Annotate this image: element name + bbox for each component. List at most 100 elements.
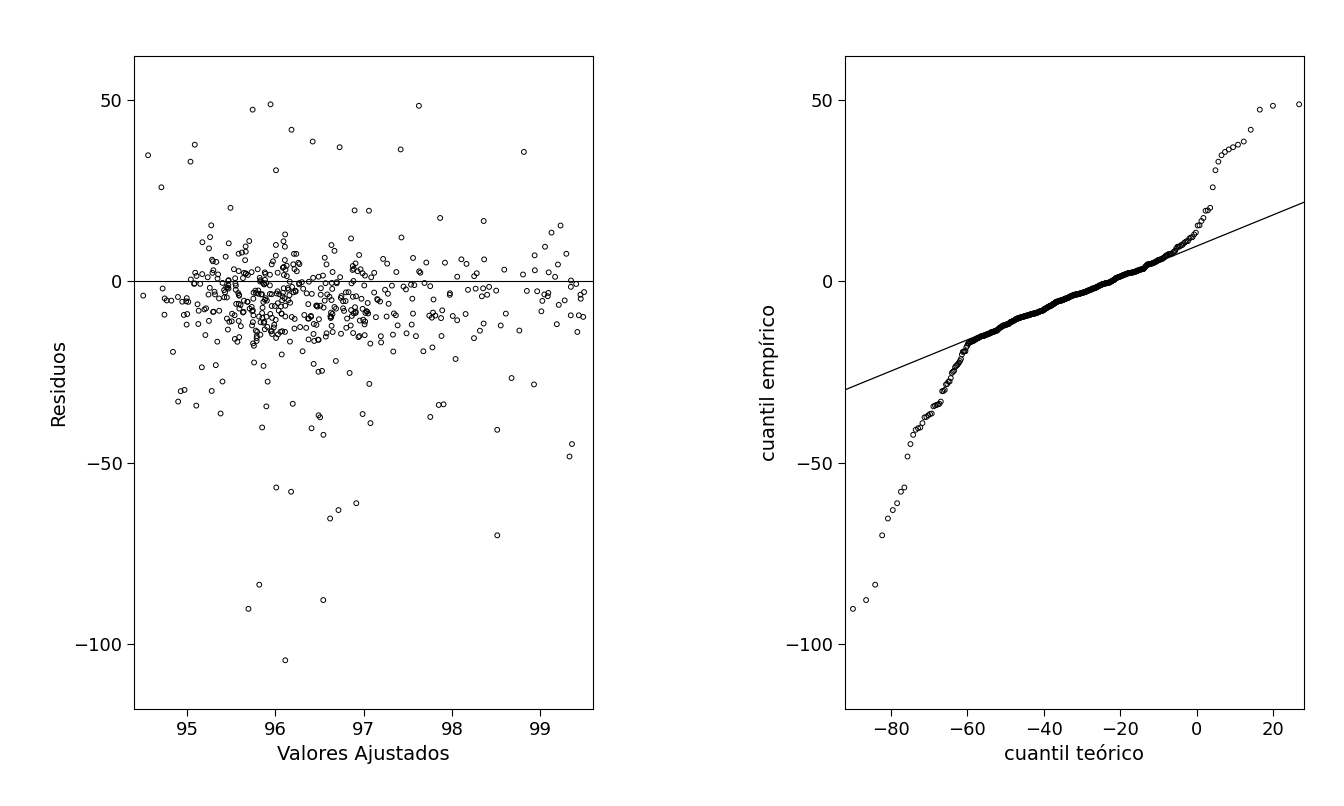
Point	[316, 327, 337, 340]
Point	[343, 275, 364, 288]
Point	[202, 255, 223, 268]
Point	[228, 247, 250, 260]
Point	[997, 318, 1019, 330]
Point	[531, 305, 552, 318]
Point	[1222, 141, 1243, 154]
Point	[1199, 202, 1220, 214]
Point	[298, 312, 320, 325]
Point	[276, 260, 297, 272]
Point	[274, 292, 296, 305]
Point	[239, 302, 261, 315]
Point	[231, 246, 253, 259]
Point	[1031, 305, 1052, 318]
Point	[816, 654, 837, 667]
Point	[1106, 272, 1128, 285]
Point	[899, 438, 921, 451]
Point	[233, 305, 254, 318]
Point	[1035, 302, 1056, 315]
Point	[1046, 295, 1067, 308]
Point	[195, 329, 216, 342]
Point	[1125, 265, 1146, 278]
Point	[218, 237, 239, 250]
Point	[156, 294, 177, 307]
Point	[1086, 280, 1107, 293]
Point	[337, 285, 359, 298]
Point	[1167, 240, 1188, 253]
Point	[1054, 293, 1075, 305]
Point	[345, 306, 367, 319]
Point	[250, 328, 271, 341]
Point	[491, 319, 512, 332]
Point	[296, 322, 317, 334]
Point	[1012, 310, 1034, 323]
Point	[958, 336, 980, 349]
Point	[977, 328, 999, 341]
Point	[1118, 267, 1140, 280]
Point	[1157, 248, 1179, 261]
Point	[335, 294, 356, 307]
Point	[1042, 298, 1063, 311]
Point	[358, 307, 379, 320]
Point	[270, 326, 292, 339]
Point	[265, 300, 286, 313]
Point	[1073, 286, 1094, 299]
Point	[289, 276, 310, 289]
Point	[991, 321, 1012, 334]
Point	[219, 202, 241, 214]
Point	[1111, 269, 1133, 282]
Point	[1075, 285, 1097, 297]
Point	[206, 256, 227, 268]
Point	[352, 267, 374, 280]
Point	[216, 291, 238, 304]
Point	[353, 279, 375, 292]
Point	[198, 271, 219, 284]
Point	[293, 282, 314, 295]
Point	[1073, 286, 1094, 299]
Point	[1035, 302, 1056, 315]
Point	[184, 266, 206, 279]
Point	[538, 266, 559, 279]
Point	[270, 300, 292, 313]
Point	[386, 309, 407, 322]
Point	[339, 367, 360, 380]
Point	[1020, 308, 1042, 321]
Point	[202, 384, 223, 397]
Point	[336, 312, 358, 325]
Point	[1126, 265, 1148, 278]
Point	[999, 316, 1020, 329]
Point	[321, 265, 343, 278]
Point	[285, 247, 306, 260]
Point	[321, 239, 343, 251]
Point	[257, 294, 278, 307]
Point	[255, 400, 277, 413]
Point	[243, 286, 265, 299]
Point	[245, 324, 266, 337]
Point	[282, 286, 304, 299]
Point	[1056, 292, 1078, 305]
Point	[1241, 123, 1262, 136]
Point	[345, 290, 367, 303]
Point	[446, 270, 468, 283]
Point	[1129, 264, 1150, 276]
Point	[1038, 301, 1059, 314]
Point	[1050, 294, 1071, 307]
Point	[228, 297, 250, 310]
Point	[1004, 314, 1025, 326]
Point	[321, 293, 343, 306]
Point	[1064, 288, 1086, 301]
Point	[266, 481, 288, 494]
Point	[992, 319, 1013, 332]
Point	[160, 294, 181, 307]
Point	[1016, 310, 1038, 322]
Point	[433, 398, 454, 411]
Point	[212, 276, 234, 289]
Point	[1062, 289, 1083, 302]
Point	[278, 289, 300, 301]
Point	[253, 296, 274, 309]
Point	[1054, 293, 1075, 305]
Point	[972, 330, 993, 343]
Point	[1159, 247, 1180, 260]
Point	[320, 310, 341, 322]
Point	[1055, 293, 1077, 305]
Point	[1047, 295, 1068, 308]
